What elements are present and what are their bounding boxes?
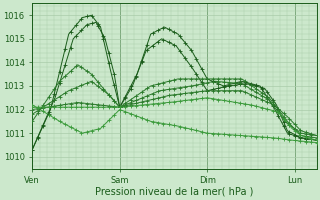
- X-axis label: Pression niveau de la mer( hPa ): Pression niveau de la mer( hPa ): [95, 187, 253, 197]
